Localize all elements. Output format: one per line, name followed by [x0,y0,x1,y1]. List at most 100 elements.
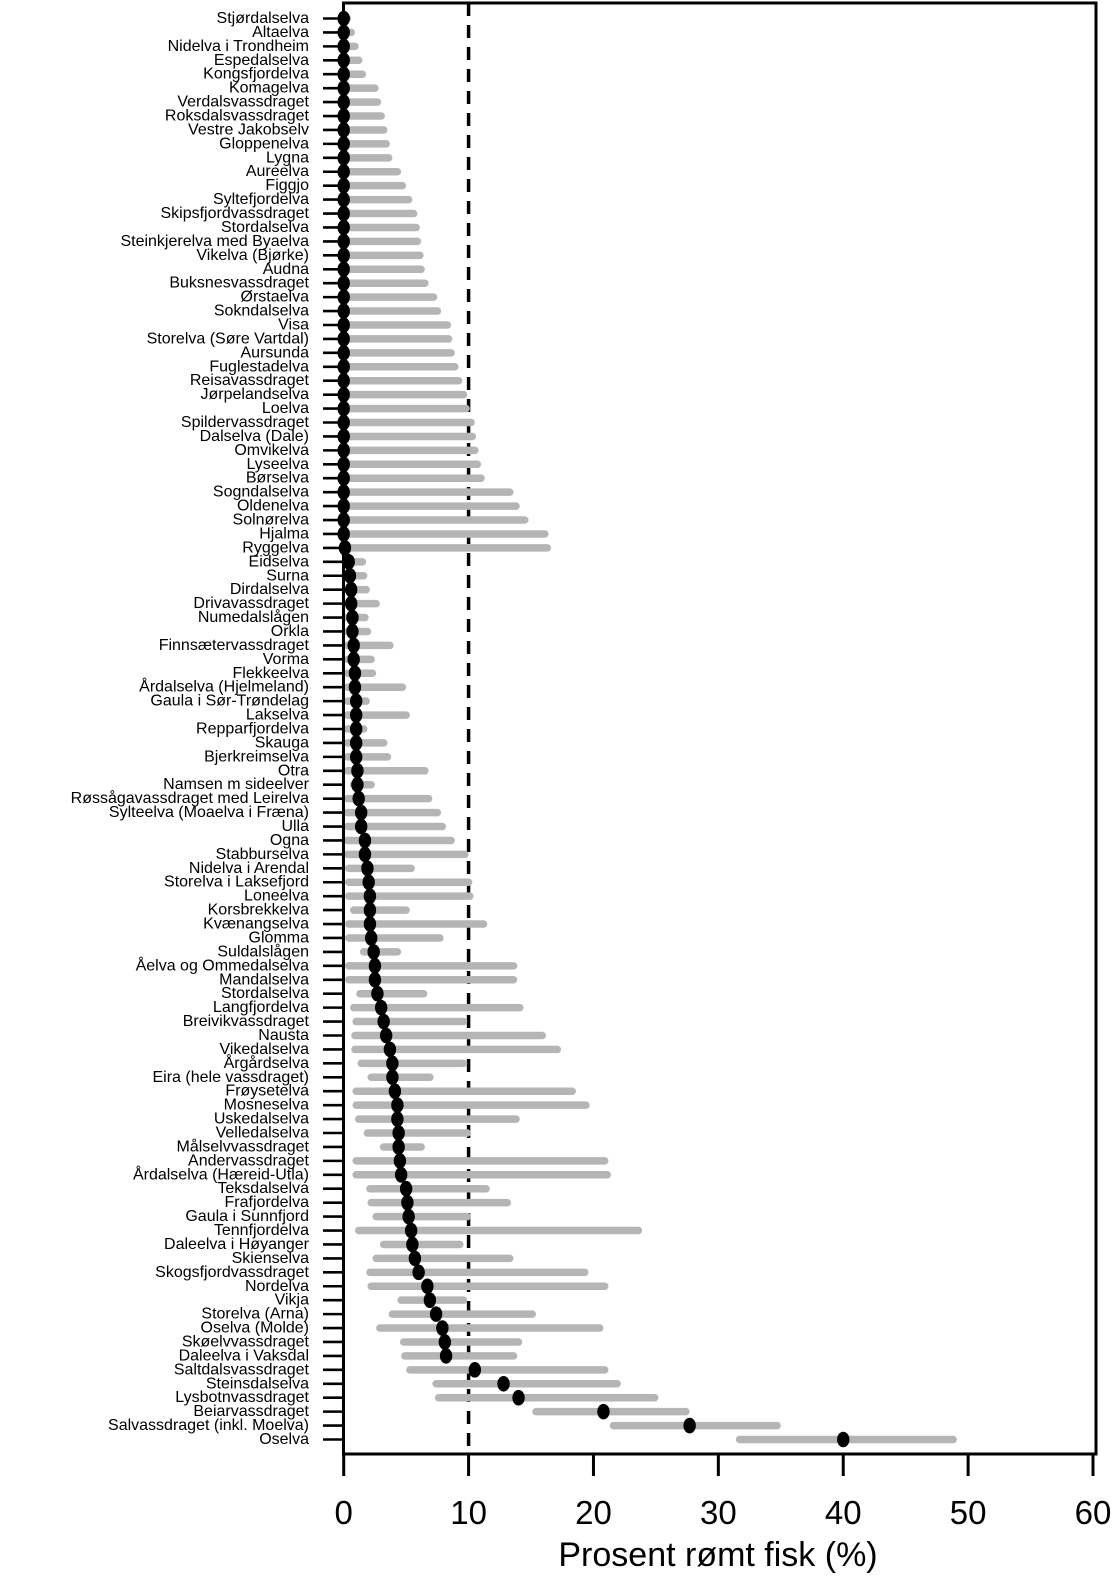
data-point [683,1417,696,1434]
row-label: Loelva [262,400,309,417]
row-label: Gloppenelva [219,135,309,152]
ci-bar [372,1254,514,1263]
data-point [337,289,350,305]
row-label: Lakselva [246,707,309,724]
data-point [423,1292,437,1308]
data-point [438,1334,452,1350]
data-point [337,345,350,361]
ci-bar [406,1366,609,1374]
data-point [337,163,350,180]
row-label: Fuglestadelva [209,358,309,375]
row-label: Spildervassdraget [181,414,310,431]
data-point [337,261,350,278]
row-label: Syltefjordelva [213,191,309,208]
ci-bar [351,1031,547,1040]
data-point [497,1375,510,1392]
ci-bar [359,948,402,956]
data-point [362,874,375,891]
ci-bar [343,167,402,176]
ci-bar [432,1380,621,1388]
ci-bar [366,1184,490,1193]
ci-bar [372,1212,472,1221]
data-point [402,1208,415,1225]
row-label: Sokndalselva [214,303,309,320]
row-label: Åelva og Ommedalselva [136,955,310,974]
ci-bar [343,195,413,204]
data-point [337,303,350,319]
data-point [337,122,350,138]
data-point [597,1403,610,1420]
row-label: Daleelva i Høyanger [164,1236,310,1253]
ci-bar [343,390,468,399]
row-label: Namsen m sideelver [163,776,310,793]
row-label: Eidselva [249,553,310,570]
ci-bar [343,279,429,287]
row-label: Gaula i Sunnfjord [185,1208,309,1225]
row-label: Skogsfjordvassdraget [155,1264,309,1281]
data-point [383,1041,397,1058]
ci-bar [344,878,473,886]
row-label: Figgjo [265,177,309,194]
data-point [348,679,362,696]
ci-bar [343,418,475,427]
ci-bar [349,1003,524,1012]
x-tick-label: 10 [450,1494,487,1531]
data-point [367,944,380,960]
data-point [337,442,350,459]
data-point [337,66,350,83]
data-point [337,386,350,403]
ci-bar [401,1352,518,1360]
data-point [337,10,350,27]
row-label: Ryggelva [242,539,309,556]
ci-bar [343,265,425,274]
ci-bar [343,335,453,343]
data-point [347,637,360,654]
ci-bar [343,460,482,469]
x-tick-label: 0 [335,1494,353,1531]
x-tick-label: 20 [575,1494,612,1531]
row-label: Oselva (Molde) [201,1320,309,1337]
data-point [337,400,350,417]
data-point [399,1180,413,1197]
row-label: Årgårdselva [224,1053,309,1072]
data-point [346,609,359,626]
row-label: Otra [278,762,309,779]
row-label: Breivikvassdraget [183,1013,310,1030]
row-label: Flekkeelva [233,665,310,682]
row-label: Vestre Jakobselv [188,121,309,138]
row-label: Eira (hele vassdraget) [152,1069,309,1086]
row-label: Komagelva [229,80,309,97]
ci-bar [343,836,455,845]
ci-bar [343,808,442,817]
x-axis-title: Prosent rømt fisk (%) [558,1536,877,1574]
row-label: Vikedalselva [219,1041,309,1058]
row-label: Roksdalsvassdraget [165,108,310,125]
ci-bar [343,376,463,385]
row-label: Stordalselva [221,219,309,236]
row-label: Stjørdalselva [217,10,310,27]
data-point [368,958,382,974]
ci-bar [343,446,479,455]
ci-bar [352,1017,468,1026]
data-point [337,526,350,542]
data-point [337,150,350,166]
ci-bar [343,251,424,260]
row-label: Gaula i Sør-Trøndelag [150,693,309,710]
data-point [837,1431,850,1448]
ci-bar [343,209,418,218]
ci-bar [343,237,422,246]
row-label: Storelva (Arna) [201,1306,309,1323]
ci-bar [343,502,520,510]
row-label: Skøelvvassdraget [182,1333,310,1350]
ci-bar [388,1310,537,1318]
row-label: Ørstaelva [241,289,310,306]
row-label: Oselva [259,1431,309,1448]
data-point [408,1250,422,1267]
row-label: Langfjordelva [213,999,309,1016]
row-label: Børselva [246,470,309,487]
data-point [337,80,350,96]
data-point [391,1097,404,1113]
row-label: Oldenelva [237,498,309,515]
row-label: Salvassdraget (inkl. Moelva) [108,1417,309,1434]
